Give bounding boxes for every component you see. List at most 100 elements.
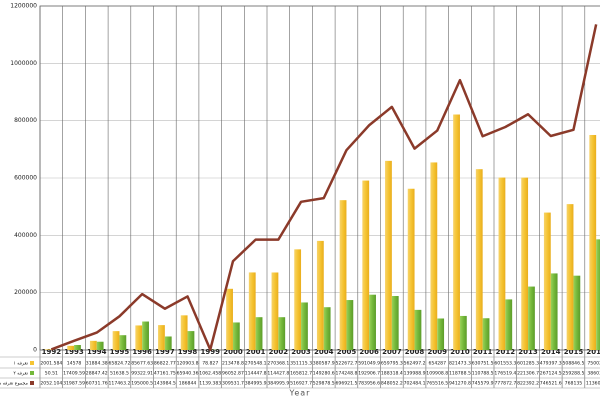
bar: [96, 341, 104, 350]
table-cell: 31884.38: [86, 361, 108, 367]
table-cell: 351115.3: [290, 361, 312, 367]
legend-swatch: [30, 371, 34, 375]
y-tick-label: 0: [33, 347, 37, 354]
table-cell: 96052.87: [222, 371, 244, 377]
table-cell: 479397.3: [540, 361, 562, 367]
table-cell: 702484.1: [404, 381, 426, 387]
table-cell: 165812.7: [290, 371, 312, 377]
bar: [316, 240, 324, 350]
bar: [550, 273, 558, 350]
table-cell: 186844: [179, 381, 197, 387]
table-cell: 117463.2: [108, 381, 130, 387]
x-tick-label: 2004: [314, 348, 334, 356]
y-tick-label: 400000: [14, 232, 37, 239]
x-tick-label: 1992: [42, 348, 62, 356]
x-tick-label: 1994: [87, 348, 107, 356]
bar: [414, 309, 422, 350]
x-tick-label: 1995: [110, 348, 130, 356]
table-cell: 750020: [587, 361, 600, 367]
table-cell: 1136050: [586, 381, 600, 387]
table-cell: 2052.104: [40, 381, 62, 387]
bar: [596, 239, 600, 350]
table-cell: 822392.2: [517, 381, 539, 387]
table-cell: 765516.5: [426, 381, 448, 387]
table-cell: 192906.7: [358, 371, 380, 377]
x-tick-label: 2011: [473, 348, 493, 356]
table-cell: 654287: [428, 361, 446, 367]
bar: [142, 321, 149, 350]
x-tick-label: 2016: [586, 348, 600, 356]
table-cell: 941270.8: [449, 381, 471, 387]
bar: [112, 331, 120, 350]
table-cell: 601553.3: [494, 361, 516, 367]
bar: [573, 275, 581, 350]
table-cell: 768135: [565, 381, 583, 387]
table-cell: 746521.6: [540, 381, 562, 387]
table-cell: 51638.5: [110, 371, 129, 377]
line: [50, 24, 598, 351]
bar: [407, 188, 415, 350]
table-cell: 1062.458: [199, 371, 221, 377]
bar: [482, 318, 490, 350]
bar: [119, 335, 127, 350]
bar: [362, 180, 370, 350]
bar: [323, 307, 331, 350]
x-tick-label: 2007: [382, 348, 402, 356]
bar: [180, 315, 188, 350]
bar: [226, 288, 233, 350]
table-cell: 591049.9: [358, 361, 380, 367]
table-cell: 114427.8: [267, 371, 289, 377]
table-cell: 109908.8: [426, 371, 448, 377]
table-cell: 221306.7: [517, 371, 539, 377]
legend-label: تعرفه ۲: [13, 371, 28, 377]
table-cell: 783956.6: [358, 381, 380, 387]
bar: [369, 294, 376, 350]
bar: [437, 318, 445, 350]
bar: [521, 177, 529, 350]
table-cell: 120903.8: [177, 361, 199, 367]
table-cell: 516927.7: [290, 381, 312, 387]
bar: [294, 249, 302, 350]
table-cell: 17409.59: [63, 371, 85, 377]
table-cell: 47161.75: [154, 371, 176, 377]
table-cell: 386030: [587, 371, 600, 377]
table-cell: 522672.7: [335, 361, 357, 367]
bar: [44, 349, 52, 350]
bar: [453, 114, 460, 350]
table-cell: 529878.5: [313, 381, 335, 387]
table-cell: 267124.5: [540, 371, 562, 377]
table-cell: 508846.5: [562, 361, 584, 367]
table-cell: 86822.77: [154, 361, 176, 367]
x-tick-label: 2003: [291, 348, 311, 356]
x-tick-label: 2002: [269, 348, 289, 356]
table-cell: 213478.8: [222, 361, 244, 367]
bar: [391, 296, 399, 350]
x-tick-label: 1996: [132, 348, 152, 356]
legend-label: مجموع تعرفه ها: [0, 382, 29, 387]
bar: [74, 345, 81, 350]
x-tick-label: 2013: [518, 348, 538, 356]
y-tick-label: 800000: [14, 117, 37, 124]
y-tick-label: 600000: [14, 175, 37, 182]
bar: [67, 345, 75, 350]
table-cell: 176519.4: [494, 371, 516, 377]
bar: [339, 200, 347, 350]
bar: [164, 336, 172, 350]
x-tick-label: 2009: [428, 348, 448, 356]
legend-swatch: [30, 381, 34, 385]
x-tick-label: 2001: [246, 348, 266, 356]
table-cell: 143984.5: [154, 381, 176, 387]
table-cell: 139988.9: [404, 371, 426, 377]
bar: [385, 160, 392, 350]
table-cell: 270548.1: [245, 361, 267, 367]
legend-label: تعرفه ۱: [13, 362, 28, 367]
bar: [589, 134, 597, 350]
bar: [346, 300, 354, 350]
table-cell: 195000.5: [131, 381, 153, 387]
x-tick-label: 1999: [201, 348, 221, 356]
table-cell: 2001.584: [40, 361, 62, 367]
table-cell: 562497.2: [404, 361, 426, 367]
bar: [271, 272, 279, 350]
table-cell: 50.51: [45, 371, 58, 377]
